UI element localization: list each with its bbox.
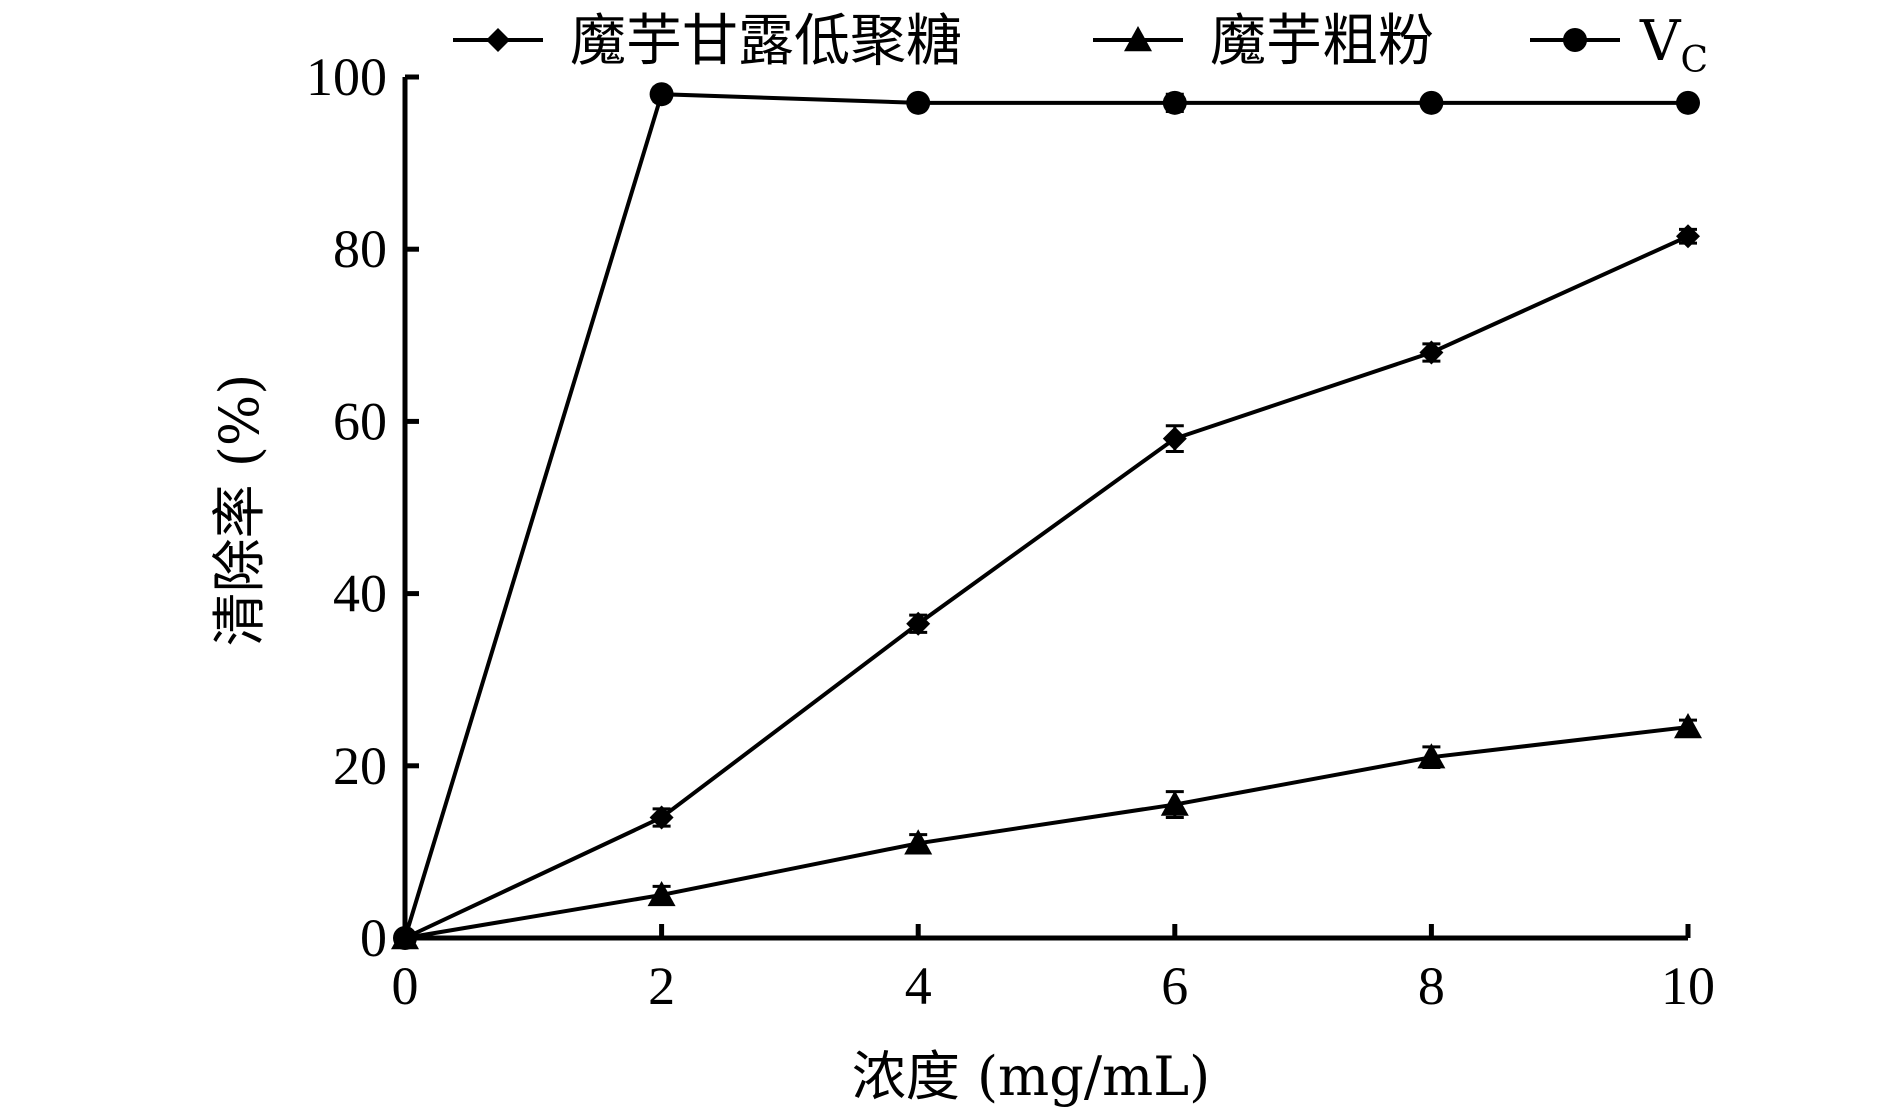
- data-point: [1676, 224, 1700, 249]
- data-point: [649, 82, 674, 107]
- series-layer: [391, 82, 1702, 950]
- legend: 魔芋甘露低聚糖 魔芋粗粉 VC: [453, 9, 1708, 81]
- y-tick-label: 100: [306, 47, 387, 107]
- y-tick-label: 60: [333, 391, 387, 451]
- legend-item-2: 魔芋粗粉: [1093, 9, 1434, 74]
- series-line: [404, 725, 1689, 940]
- x-tick-label: 8: [1418, 956, 1445, 1016]
- data-point: [906, 90, 931, 115]
- x-axis-title: 浓度 (mg/mL): [852, 1045, 1210, 1108]
- data-point: [1417, 743, 1446, 769]
- series-line: [404, 234, 1689, 940]
- legend-label-subscript: C: [1680, 40, 1708, 81]
- data-point: [649, 805, 674, 830]
- legend-label: 魔芋粗粉: [1210, 9, 1434, 74]
- data-point: [1160, 790, 1189, 816]
- series-line: [403, 92, 1688, 939]
- y-tick-label: 0: [360, 908, 387, 968]
- x-tick-label: 2: [648, 956, 675, 1016]
- legend-label: VC: [1639, 9, 1708, 81]
- y-axis-title: 清除率 (%): [208, 374, 271, 647]
- series-3: [393, 82, 1700, 950]
- y-tick-label: 20: [333, 736, 387, 796]
- legend-marker: [1124, 26, 1152, 52]
- data-point: [1162, 426, 1187, 451]
- data-point: [904, 829, 933, 855]
- data-point: [647, 880, 676, 907]
- legend-label: 魔芋甘露低聚糖: [570, 9, 962, 74]
- data-point: [1162, 90, 1187, 115]
- y-tick-label: 80: [333, 219, 387, 279]
- legend-marker: [486, 28, 510, 52]
- legend-item-1: 魔芋甘露低聚糖: [453, 9, 962, 74]
- series-2: [391, 713, 1702, 950]
- x-tick-label: 0: [392, 956, 419, 1016]
- data-point: [1676, 90, 1700, 115]
- data-point: [906, 611, 931, 636]
- data-point: [393, 926, 417, 950]
- y-tick-label: 40: [333, 564, 387, 624]
- legend-item-3: VC: [1530, 9, 1708, 81]
- data-point: [1419, 90, 1444, 115]
- x-tick-label: 6: [1161, 956, 1188, 1016]
- legend-marker: [1563, 28, 1587, 52]
- x-tick-label: 10: [1661, 956, 1715, 1016]
- data-point: [1419, 340, 1444, 365]
- x-tick-label: 4: [905, 956, 932, 1016]
- data-point: [1674, 713, 1702, 739]
